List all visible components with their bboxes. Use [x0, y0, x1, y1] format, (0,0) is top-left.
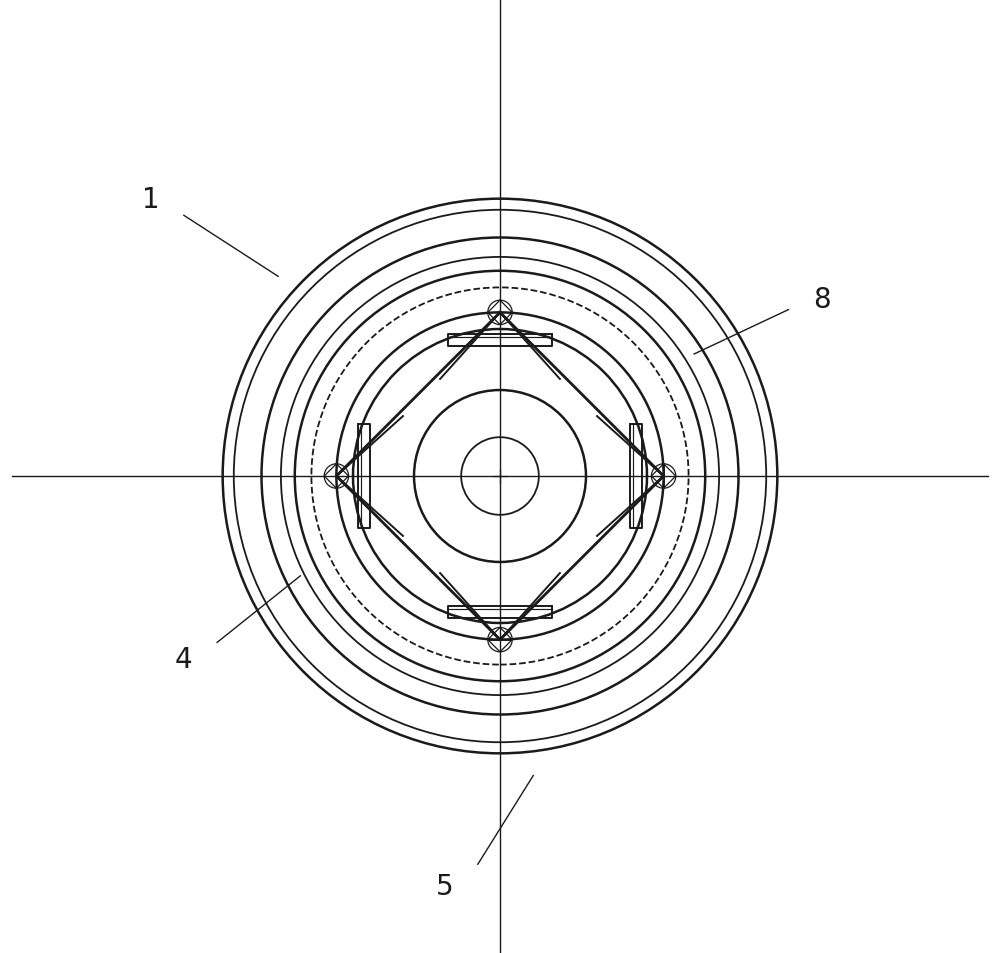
Text: 5: 5 — [436, 873, 453, 901]
Text: 4: 4 — [175, 645, 193, 674]
Text: 8: 8 — [813, 285, 831, 314]
Text: 1: 1 — [142, 186, 159, 213]
